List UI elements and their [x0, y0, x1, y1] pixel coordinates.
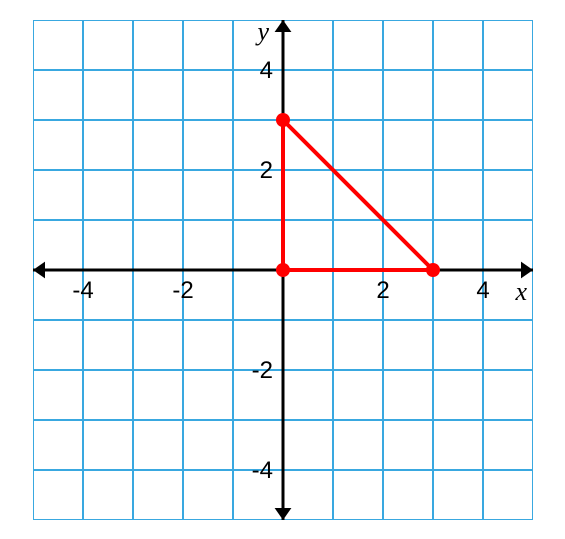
y-tick-label: -2 — [251, 357, 272, 384]
y-tick-label: -4 — [251, 457, 272, 484]
y-tick-label: 4 — [259, 57, 272, 84]
plane-svg: -4 -2 2 4 4 2 -2 -4 y x — [33, 20, 533, 520]
x-tick-label: -4 — [72, 277, 93, 304]
coordinate-plane: -4 -2 2 4 4 2 -2 -4 y x — [33, 20, 533, 520]
x-tick-label: 4 — [476, 277, 489, 304]
x-axis-label: x — [514, 277, 527, 306]
vertex-marker — [426, 263, 440, 277]
y-axis-label: y — [254, 20, 269, 46]
x-tick-label: 2 — [376, 277, 389, 304]
vertex-marker — [276, 113, 290, 127]
x-tick-label: -2 — [172, 277, 193, 304]
vertex-marker — [276, 263, 290, 277]
y-tick-label: 2 — [259, 157, 272, 184]
